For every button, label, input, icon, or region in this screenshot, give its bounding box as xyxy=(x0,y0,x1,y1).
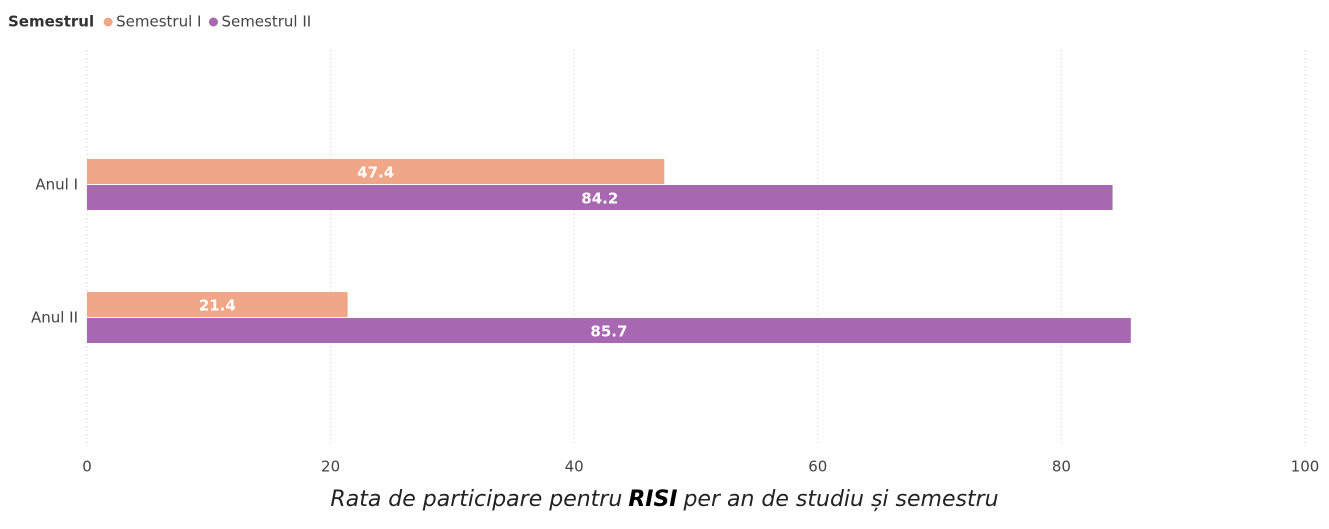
x-tick-label: 60 xyxy=(808,458,827,476)
y-tick-label: Anul II xyxy=(31,309,78,327)
data-label: 85.7 xyxy=(590,323,627,341)
data-label: 47.4 xyxy=(357,164,394,182)
x-tick-label: 0 xyxy=(82,458,92,476)
x-tick-label: 20 xyxy=(321,458,340,476)
title-part: per an de studiu și semestru xyxy=(683,487,999,512)
chart: 0 20 40 60 80 100 Semestrul Semestrul I Semestru… xyxy=(8,13,1320,476)
bar xyxy=(87,185,1113,210)
legend-title: Semestrul xyxy=(8,13,94,31)
data-label: 21.4 xyxy=(199,297,236,315)
data-label: 84.2 xyxy=(581,190,618,208)
x-tick-label: 40 xyxy=(565,458,584,476)
legend-label: Semestrul II xyxy=(221,13,311,31)
bar xyxy=(87,318,1131,343)
title-part: Rata de participare pentru xyxy=(330,487,623,512)
y-tick-label: Anul I xyxy=(35,176,78,194)
legend-marker xyxy=(208,17,218,27)
x-tick-label: 80 xyxy=(1052,458,1071,476)
bar xyxy=(87,292,348,317)
legend-marker xyxy=(103,17,113,27)
title-part: RISI xyxy=(628,487,678,512)
legend-label: Semestrul I xyxy=(116,13,201,31)
x-tick-label: 100 xyxy=(1291,458,1320,476)
chart-title: Rata de participare pentru RISI per an de … xyxy=(0,487,1329,512)
bar xyxy=(87,159,665,184)
